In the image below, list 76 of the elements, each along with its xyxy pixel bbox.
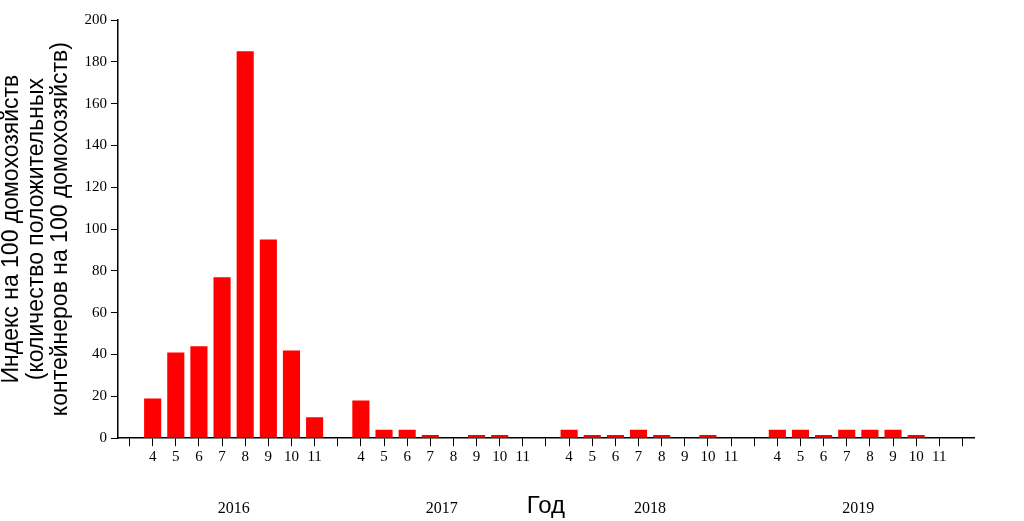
x-tick-label: 11 bbox=[932, 448, 947, 465]
x-tick-label: 9 bbox=[889, 448, 897, 465]
x-tick-label: 5 bbox=[588, 448, 596, 465]
bar bbox=[583, 435, 601, 438]
x-tick-label: 7 bbox=[843, 448, 851, 465]
bar bbox=[653, 435, 671, 438]
text: 2019 bbox=[842, 499, 875, 517]
bar bbox=[560, 429, 578, 438]
y-axis-title: Индекс на 100 домохозяйств (количество положительных контейнеров на 100 домохозяйств) bbox=[0, 42, 72, 417]
y-tick-label: 60 bbox=[91, 303, 107, 320]
bar bbox=[421, 435, 439, 438]
x-tick-label: 4 bbox=[357, 448, 366, 465]
x-tick-label: 7 bbox=[426, 448, 435, 465]
bar bbox=[815, 435, 833, 438]
bar bbox=[375, 429, 393, 438]
x-tick-label: 10 bbox=[283, 448, 299, 465]
x-tick-label: 6 bbox=[195, 448, 204, 465]
x-tick-label: 11 bbox=[515, 448, 531, 465]
y-tick-label: 120 bbox=[84, 178, 107, 195]
x-tick-label: 8 bbox=[241, 448, 249, 465]
x-tick-label: 8 bbox=[449, 448, 458, 465]
x-tick-label: 4 bbox=[773, 448, 782, 465]
x-tick-label: 10 bbox=[700, 448, 716, 465]
bar bbox=[213, 277, 231, 438]
bar bbox=[306, 417, 324, 438]
x-axis-title: Год bbox=[526, 491, 566, 519]
x-tick-label: 7 bbox=[634, 448, 643, 465]
x-tick-label: 8 bbox=[866, 448, 874, 465]
y-tick-label: 180 bbox=[84, 52, 107, 69]
x-tick-label: 6 bbox=[819, 448, 828, 465]
x-tick-label: 9 bbox=[472, 448, 481, 465]
x-tick-label: 5 bbox=[796, 448, 805, 465]
bar bbox=[699, 435, 717, 438]
y-tick-label: 40 bbox=[91, 345, 107, 362]
text: 2018 bbox=[634, 499, 667, 517]
bar bbox=[190, 346, 208, 438]
y-tick-label: 0 bbox=[99, 429, 107, 446]
bar bbox=[629, 429, 648, 438]
x-tick-label: 9 bbox=[264, 448, 273, 465]
bar bbox=[791, 429, 810, 438]
bar bbox=[167, 352, 185, 438]
x-tick-label: 6 bbox=[611, 448, 620, 465]
x-tick-label: 5 bbox=[380, 448, 388, 465]
bar bbox=[282, 350, 301, 438]
bar bbox=[236, 51, 254, 438]
bar bbox=[144, 398, 162, 438]
x-tick-label: 10 bbox=[908, 448, 924, 465]
y-tick-label: 100 bbox=[84, 220, 107, 237]
bar bbox=[491, 435, 509, 438]
x-tick-label: 8 bbox=[657, 448, 666, 465]
bar bbox=[352, 400, 370, 438]
text: 2017 bbox=[425, 499, 458, 517]
y-tick-label: 200 bbox=[84, 10, 107, 27]
bar bbox=[838, 429, 856, 438]
y-tick-label: 160 bbox=[84, 94, 107, 111]
bar bbox=[768, 429, 786, 438]
x-tick-label: 9 bbox=[681, 448, 689, 465]
x-tick-label: 4 bbox=[565, 448, 574, 465]
x-tick-label: 5 bbox=[172, 448, 180, 465]
x-tick-label: 4 bbox=[148, 448, 157, 465]
x-tick-label: 11 bbox=[723, 448, 739, 465]
x-tick-label: 11 bbox=[307, 448, 322, 465]
y-tick-label: 20 bbox=[91, 387, 107, 404]
bar bbox=[398, 429, 416, 438]
bar bbox=[606, 435, 624, 438]
bar bbox=[861, 429, 879, 438]
x-tick-label: 10 bbox=[492, 448, 508, 465]
bar bbox=[468, 435, 486, 438]
bar bbox=[907, 435, 925, 438]
bar bbox=[259, 239, 277, 438]
y-tick-label: 140 bbox=[84, 136, 107, 153]
bar bbox=[884, 429, 902, 438]
y-tick-label: 80 bbox=[91, 261, 107, 278]
x-tick-label: 6 bbox=[403, 448, 412, 465]
text: 2016 bbox=[217, 499, 250, 517]
x-tick-label: 7 bbox=[218, 448, 227, 465]
